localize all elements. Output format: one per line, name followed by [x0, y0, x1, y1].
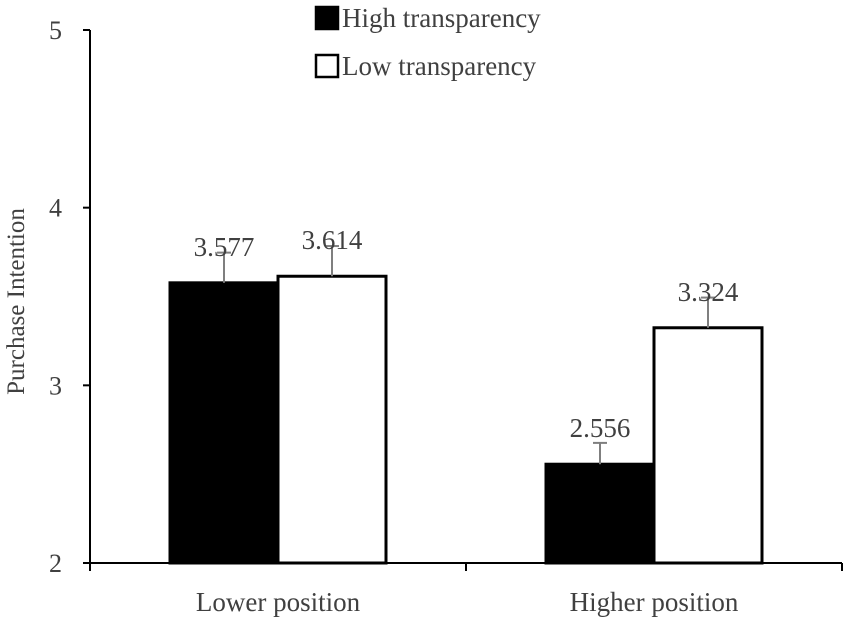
bar: [168, 281, 280, 565]
bar: [276, 274, 388, 565]
data-label: 3.614: [302, 225, 363, 255]
data-label: 3.324: [678, 277, 739, 307]
y-tick-label: 3: [49, 371, 62, 400]
y-tick-label: 5: [49, 16, 62, 45]
bar: [652, 326, 764, 565]
y-tick-label: 4: [49, 194, 62, 223]
y-tick-label: 2: [49, 549, 62, 578]
data-label: 2.556: [570, 413, 631, 443]
legend-swatch: [314, 5, 340, 31]
chart-legend: High transparency Low transparency: [314, 3, 541, 81]
chart-bars: [168, 245, 764, 565]
y-axis-title: Purchase Intention: [3, 208, 30, 395]
legend-label: High transparency: [342, 3, 541, 33]
x-category-label: Higher position: [570, 587, 739, 617]
data-label: 3.577: [194, 232, 255, 262]
legend-swatch: [314, 53, 340, 79]
legend-label: Low transparency: [342, 51, 537, 81]
x-category-label: Lower position: [196, 587, 361, 617]
bar: [544, 462, 656, 565]
chart-labels: Lower position 3.577 3.614 Higher position 2…: [194, 225, 739, 617]
